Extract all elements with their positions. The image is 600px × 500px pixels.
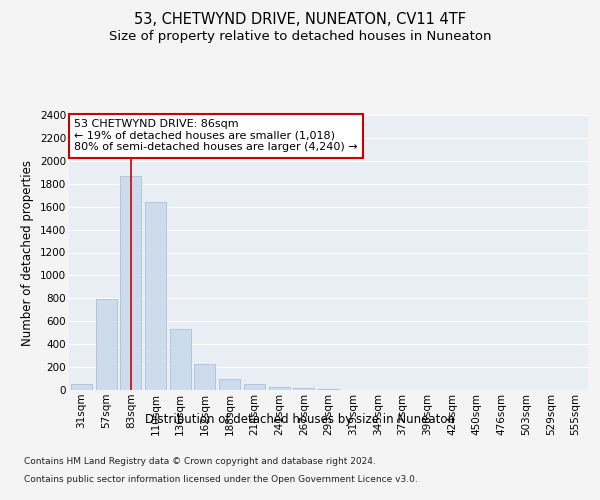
Bar bbox=[219, 378, 240, 390]
Text: Size of property relative to detached houses in Nuneaton: Size of property relative to detached ho… bbox=[109, 30, 491, 43]
Bar bbox=[244, 384, 265, 390]
Bar bbox=[170, 330, 191, 390]
Text: 53, CHETWYND DRIVE, NUNEATON, CV11 4TF: 53, CHETWYND DRIVE, NUNEATON, CV11 4TF bbox=[134, 12, 466, 28]
Text: 53 CHETWYND DRIVE: 86sqm
← 19% of detached houses are smaller (1,018)
80% of sem: 53 CHETWYND DRIVE: 86sqm ← 19% of detach… bbox=[74, 119, 358, 152]
Bar bbox=[95, 300, 116, 390]
Bar bbox=[269, 386, 290, 390]
Y-axis label: Number of detached properties: Number of detached properties bbox=[22, 160, 34, 346]
Bar bbox=[318, 389, 339, 390]
Bar bbox=[71, 384, 92, 390]
Bar bbox=[194, 364, 215, 390]
Text: Distribution of detached houses by size in Nuneaton: Distribution of detached houses by size … bbox=[145, 412, 455, 426]
Bar bbox=[120, 176, 141, 390]
Text: Contains HM Land Registry data © Crown copyright and database right 2024.: Contains HM Land Registry data © Crown c… bbox=[24, 458, 376, 466]
Text: Contains public sector information licensed under the Open Government Licence v3: Contains public sector information licen… bbox=[24, 475, 418, 484]
Bar bbox=[145, 202, 166, 390]
Bar bbox=[293, 388, 314, 390]
